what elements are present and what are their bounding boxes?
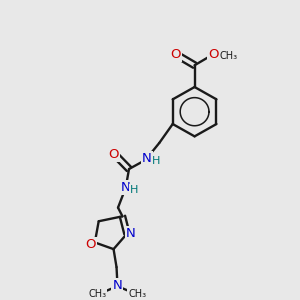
Text: CH₃: CH₃ [128,289,146,299]
Text: CH₃: CH₃ [220,51,238,61]
Text: O: O [208,48,219,61]
Text: H: H [130,185,139,195]
Text: O: O [108,148,119,161]
Text: O: O [85,238,96,251]
Text: CH₃: CH₃ [88,289,106,299]
Text: O: O [171,48,181,61]
Text: N: N [112,280,122,292]
Text: N: N [121,182,130,194]
Text: N: N [142,152,152,165]
Text: N: N [126,227,136,240]
Text: H: H [152,156,160,166]
